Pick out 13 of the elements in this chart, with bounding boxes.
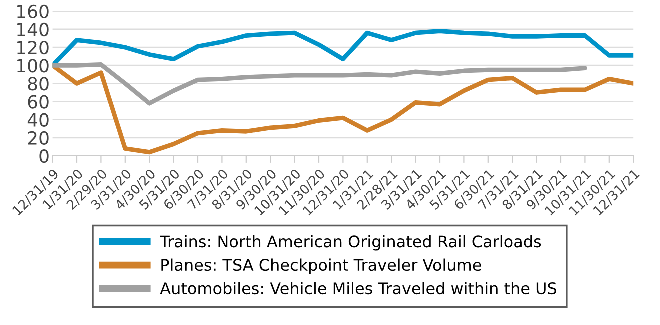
- y-tick-label: 80: [28, 77, 49, 91]
- y-tick-label: 60: [28, 95, 49, 109]
- y-tick-label: 140: [18, 22, 49, 37]
- y-tick-label: 120: [18, 40, 49, 55]
- line-series: [52, 62, 588, 106]
- legend-label: Trains: North American Originated Rail Carloads: [160, 235, 542, 251]
- y-tick-label: 0: [40, 149, 49, 164]
- y-tick-label: 20: [28, 131, 49, 146]
- y-tick-label: 100: [18, 59, 49, 73]
- y-tick-label: 160: [18, 4, 49, 18]
- y-tick-label: 40: [28, 113, 49, 127]
- legend-label: Automobiles: Vehicle Miles Traveled within the US: [160, 282, 556, 295]
- legend-label: Planes: TSA Checkpoint Traveler Volume: [162, 258, 482, 274]
